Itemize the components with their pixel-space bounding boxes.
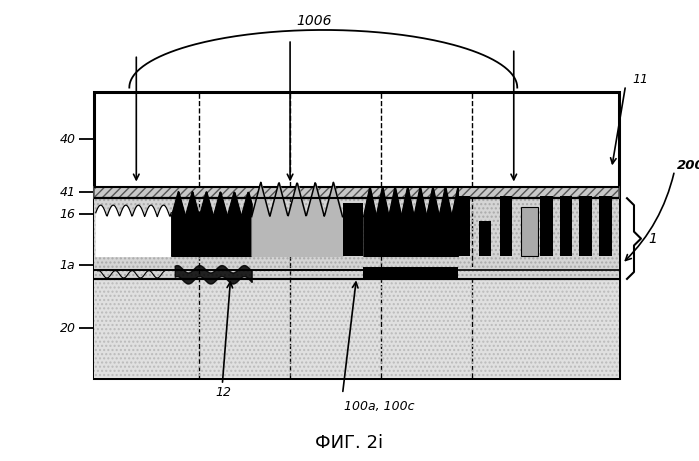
Bar <box>599 196 612 256</box>
Bar <box>363 267 619 279</box>
Bar <box>458 267 619 279</box>
Bar <box>579 196 592 256</box>
Text: 100a, 100c: 100a, 100c <box>344 400 415 413</box>
Text: 1: 1 <box>648 231 657 246</box>
Bar <box>458 196 470 256</box>
Bar <box>94 187 619 198</box>
Bar <box>343 203 363 256</box>
Bar <box>500 196 512 256</box>
Bar <box>540 196 553 256</box>
Text: 20: 20 <box>59 322 75 335</box>
Text: 41: 41 <box>59 186 75 199</box>
Bar <box>94 279 619 378</box>
Text: 1a: 1a <box>60 259 75 272</box>
Bar <box>94 198 619 279</box>
FancyBboxPatch shape <box>94 92 619 378</box>
Bar <box>458 267 619 279</box>
Text: 11: 11 <box>633 73 649 86</box>
Text: 1006: 1006 <box>296 14 332 28</box>
Bar <box>94 279 619 378</box>
Text: 40: 40 <box>59 133 75 146</box>
Bar <box>479 221 491 256</box>
Bar <box>560 196 572 256</box>
Text: ФИГ. 2i: ФИГ. 2i <box>315 433 384 452</box>
Text: 16: 16 <box>59 208 75 221</box>
Bar <box>94 198 619 279</box>
Bar <box>521 207 538 256</box>
Text: 200: 200 <box>677 159 699 171</box>
Text: 12: 12 <box>216 386 231 399</box>
Bar <box>94 187 619 198</box>
Bar <box>363 267 458 279</box>
